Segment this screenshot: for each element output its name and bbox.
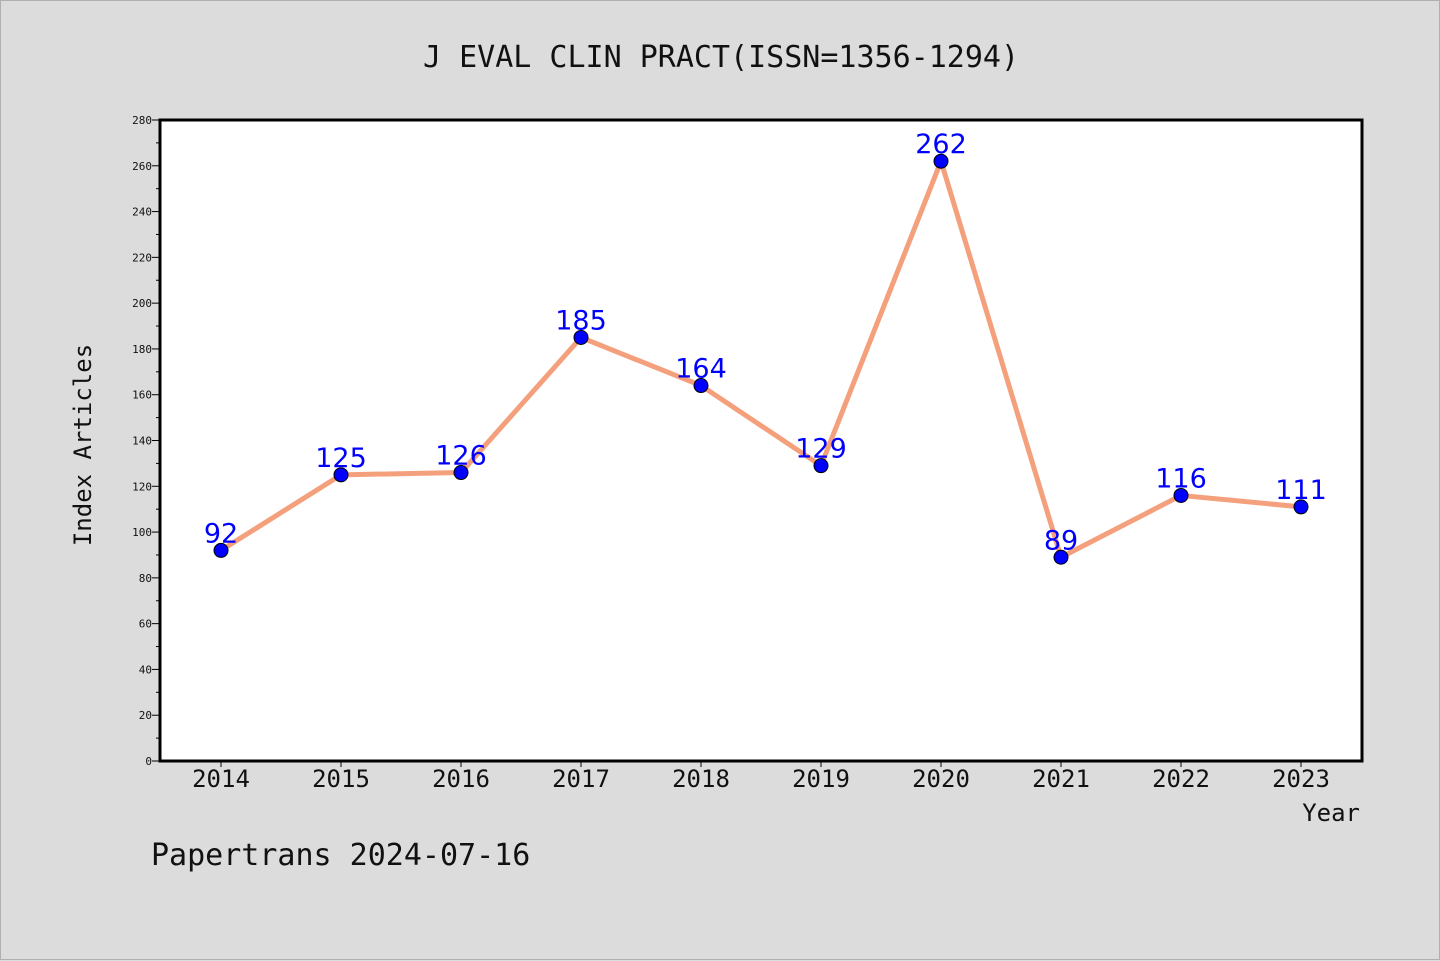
data-point: [813, 458, 829, 474]
y-tick-label: 240: [132, 206, 152, 219]
data-label: 185: [555, 305, 607, 336]
data-point: [1293, 499, 1309, 515]
x-tick-label: 2017: [552, 765, 610, 793]
y-tick-label: 100: [132, 526, 152, 539]
data-point: [453, 465, 469, 481]
data-label: 126: [435, 441, 487, 472]
y-tick-label: 0: [145, 755, 152, 768]
data-point: [333, 467, 349, 483]
plot-area: [158, 118, 1364, 763]
chart-title: J EVAL CLIN PRACT(ISSN=1356-1294): [423, 40, 1019, 75]
x-tick-label: 2021: [1032, 765, 1090, 793]
data-point: [573, 329, 589, 345]
y-tick-label: 60: [139, 618, 152, 631]
data-point: [213, 542, 229, 558]
series-articles: [213, 153, 1309, 565]
series-line: [219, 158, 1302, 560]
y-tick-label: 80: [139, 572, 152, 585]
data-label: 129: [795, 434, 847, 465]
x-tick-label: 2014: [192, 765, 250, 793]
y-tick-label: 280: [132, 114, 152, 127]
x-tick-label: 2022: [1152, 765, 1210, 793]
data-point: [693, 378, 709, 394]
data-label: 111: [1275, 475, 1327, 506]
x-tick-label: 2023: [1272, 765, 1330, 793]
y-tick-label: 220: [132, 251, 152, 264]
y-tick-label: 140: [132, 435, 152, 448]
y-tick-label: 160: [132, 389, 152, 402]
data-point: [1173, 487, 1189, 503]
x-tick-label: 2018: [672, 765, 730, 793]
data-label: 116: [1155, 463, 1207, 494]
data-label: 262: [915, 129, 967, 160]
x-tick-label: 2016: [432, 765, 490, 793]
y-tick-label: 200: [132, 297, 152, 310]
footer-source: Papertrans 2024-07-16: [151, 838, 530, 873]
x-tick-label: 2020: [912, 765, 970, 793]
x-tick-label: 2019: [792, 765, 850, 793]
y-tick-label: 40: [139, 663, 152, 676]
y-tick-label: 120: [132, 480, 152, 493]
y-axis-label: Index Articles: [69, 344, 97, 546]
x-axis: 2014 2015 2016 2017 2018 2019 2020 2021 2022 2023: [192, 761, 1330, 793]
y-axis: 0 20 40 60 80 100 120 140 160 180 200 220 240 260 280: [132, 114, 160, 768]
data-label: 164: [675, 354, 727, 385]
x-axis-label: Year: [1302, 799, 1360, 827]
data-label: 92: [204, 518, 238, 549]
y-tick-label: 260: [132, 160, 152, 173]
y-tick-label: 20: [139, 709, 152, 722]
y-tick-label: 180: [132, 343, 152, 356]
data-point: [1053, 549, 1069, 565]
data-label: 89: [1044, 525, 1078, 556]
data-labels: 92 125 126 185 164 129 262 89 116 111: [204, 129, 1327, 556]
x-tick-label: 2015: [312, 765, 370, 793]
data-label: 125: [315, 443, 367, 474]
data-point: [933, 153, 949, 169]
